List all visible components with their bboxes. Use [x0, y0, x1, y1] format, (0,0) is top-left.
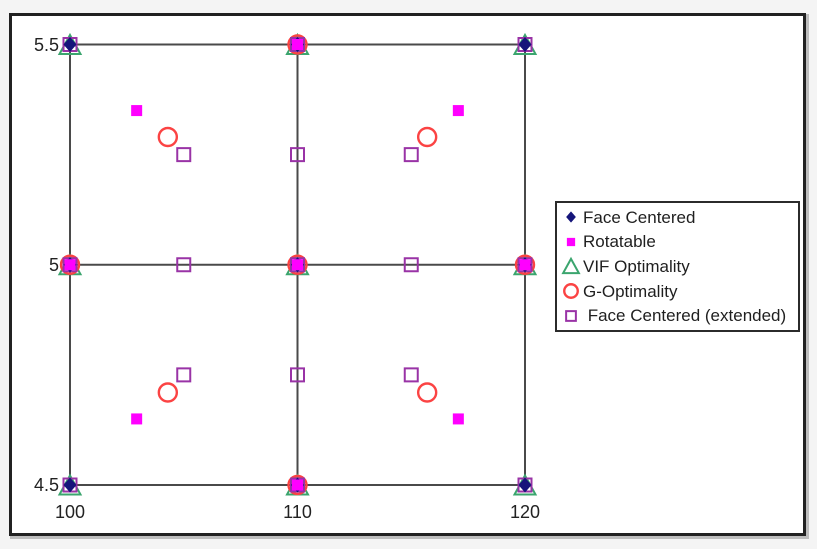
marker-face-centered — [63, 37, 77, 52]
marker-rotatable — [292, 259, 303, 271]
marker-rotatable — [64, 259, 76, 271]
marker-face-centered — [63, 477, 77, 493]
plot-area — [57, 32, 538, 496]
legend-label: Face Centered — [583, 207, 696, 227]
marker-face-centered-extended — [176, 147, 192, 163]
legend-marker-g-optimality — [563, 283, 579, 300]
open-circle-icon — [563, 283, 579, 300]
marker-face-centered-extended — [403, 367, 419, 383]
series-rotatable — [64, 39, 531, 491]
marker-face-centered-extended — [290, 147, 305, 163]
x-tick-label-110: 110 — [283, 502, 312, 522]
legend-item-face-centered: Face Centered — [560, 205, 795, 229]
legend-marker-rotatable — [566, 237, 576, 247]
marker-face-centered-extended — [290, 367, 305, 383]
y-tick-label-5.5: 5.5 — [33, 34, 59, 55]
open-square-icon — [565, 309, 577, 322]
marker-g-optimality — [157, 126, 179, 148]
legend-item-face-centered-extended: Face Centered (extended) — [560, 304, 795, 328]
marker-rotatable — [292, 39, 303, 50]
x-tick-label-120: 120 — [509, 502, 541, 522]
marker-face-centered — [518, 477, 532, 493]
filled-diamond-icon — [566, 211, 576, 223]
legend-label: Rotatable — [583, 232, 656, 252]
marker-g-optimality — [416, 126, 438, 148]
marker-g-optimality — [287, 474, 308, 496]
marker-g-optimality — [416, 382, 438, 403]
y-tick-label-5: 5 — [48, 254, 59, 275]
marker-rotatable — [452, 413, 464, 425]
open-triangle-icon — [561, 257, 581, 275]
legend-marker-vif-optimality — [561, 257, 581, 275]
marker-g-optimality — [287, 34, 308, 55]
legend-label: VIF Optimality — [583, 256, 690, 276]
marker-rotatable — [519, 259, 531, 271]
marker-rotatable — [452, 105, 464, 117]
legend: Face Centered Rotatable VIF Optimality G-Op… — [555, 201, 800, 332]
marker-rotatable — [131, 105, 143, 117]
marker-face-centered — [518, 37, 532, 52]
legend-marker-face-centered-extended — [565, 309, 577, 322]
marker-g-optimality — [287, 254, 308, 275]
legend-item-g-optimality: G-Optimality — [560, 279, 795, 303]
marker-rotatable — [131, 413, 143, 425]
chart-figure: 100 110 120 4.5 5 5.5 Face Centered Rotatable V… — [9, 13, 806, 536]
marker-rotatable — [292, 479, 303, 491]
marker-face-centered-extended — [403, 257, 419, 273]
marker-g-optimality — [514, 254, 536, 275]
marker-face-centered-extended — [403, 147, 419, 163]
marker-face-centered-extended — [176, 257, 192, 273]
legend-item-vif-optimality: VIF Optimality — [560, 254, 795, 278]
series-g-optimality — [59, 34, 536, 496]
marker-g-optimality — [157, 382, 179, 403]
filled-square-icon — [566, 237, 576, 247]
x-tick-label-100: 100 — [54, 502, 86, 522]
marker-face-centered-extended — [176, 367, 192, 383]
legend-label: G-Optimality — [583, 281, 678, 301]
legend-marker-face-centered — [566, 211, 576, 223]
legend-item-rotatable: Rotatable — [560, 230, 795, 254]
y-tick-label-4.5: 4.5 — [33, 475, 59, 495]
marker-g-optimality — [59, 254, 81, 275]
legend-label: Face Centered (extended) — [583, 306, 787, 326]
